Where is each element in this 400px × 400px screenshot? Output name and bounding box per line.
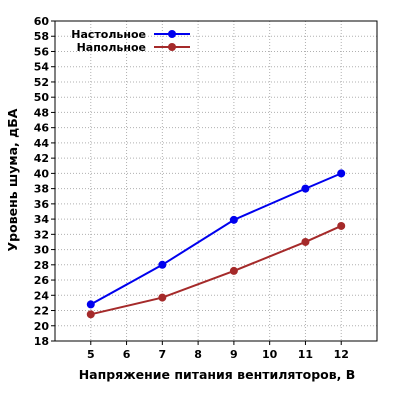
- y-tick-label: 30: [34, 244, 50, 257]
- legend-item: Напольное: [77, 41, 190, 54]
- y-tick-label: 34: [34, 213, 50, 226]
- x-tick-label: 7: [159, 348, 167, 361]
- y-axis-ticks: 18 20 22 24 26 28 30 32 34 36 38 40 42 44 46 48 50 52 54 56…: [34, 15, 55, 348]
- x-tick-label: 9: [230, 348, 238, 361]
- legend-item: Настольное: [71, 28, 190, 41]
- y-tick-label: 52: [34, 76, 49, 89]
- y-tick-label: 50: [34, 91, 50, 104]
- x-tick-label: 10: [262, 348, 278, 361]
- series-1: [86, 169, 346, 309]
- data-point: [158, 293, 167, 302]
- data-point: [337, 221, 346, 230]
- y-tick-label: 22: [34, 305, 49, 318]
- y-tick-label: 24: [34, 289, 50, 302]
- data-point: [86, 310, 95, 319]
- plot-frame: [54, 20, 378, 342]
- grid-layer: [55, 21, 377, 341]
- y-tick-label: 38: [34, 183, 49, 196]
- x-axis-title: Напряжение питания вентиляторов, В: [79, 367, 356, 382]
- legend-label: Настольное: [71, 28, 146, 41]
- x-tick-label: 8: [194, 348, 202, 361]
- x-tick-label: 6: [123, 348, 131, 361]
- series-layer: [86, 169, 346, 319]
- data-point: [229, 215, 238, 224]
- y-tick-label: 28: [34, 259, 49, 272]
- y-tick-label: 60: [34, 15, 50, 28]
- y-tick-label: 20: [34, 320, 50, 333]
- y-tick-label: 26: [34, 274, 50, 287]
- y-tick-label: 44: [34, 137, 50, 150]
- data-point: [229, 266, 238, 275]
- y-tick-label: 46: [34, 122, 50, 135]
- y-tick-label: 32: [34, 228, 49, 241]
- y-tick-label: 42: [34, 152, 49, 165]
- data-point: [301, 237, 310, 246]
- x-tick-label: 11: [298, 348, 313, 361]
- y-tick-label: 54: [34, 61, 50, 74]
- x-axis-ticks: 5 6 7 8 9 10 11 12: [87, 341, 349, 361]
- y-axis-title: Уровень шума, дБА: [5, 108, 20, 251]
- y-tick-label: 58: [34, 30, 49, 43]
- y-tick-label: 48: [34, 106, 49, 119]
- y-tick-label: 56: [34, 45, 50, 58]
- series-2: [86, 221, 346, 319]
- legend-swatch-marker: [168, 43, 176, 51]
- data-point: [301, 184, 310, 193]
- legend-swatch-marker: [168, 30, 176, 38]
- data-point: [158, 260, 167, 269]
- legend-label: Напольное: [77, 41, 146, 54]
- y-tick-label: 40: [34, 167, 50, 180]
- data-point: [337, 169, 346, 178]
- x-tick-label: 5: [87, 348, 95, 361]
- y-tick-label: 36: [34, 198, 50, 211]
- y-tick-label: 18: [34, 335, 49, 348]
- x-tick-label: 12: [334, 348, 349, 361]
- data-point: [86, 300, 95, 309]
